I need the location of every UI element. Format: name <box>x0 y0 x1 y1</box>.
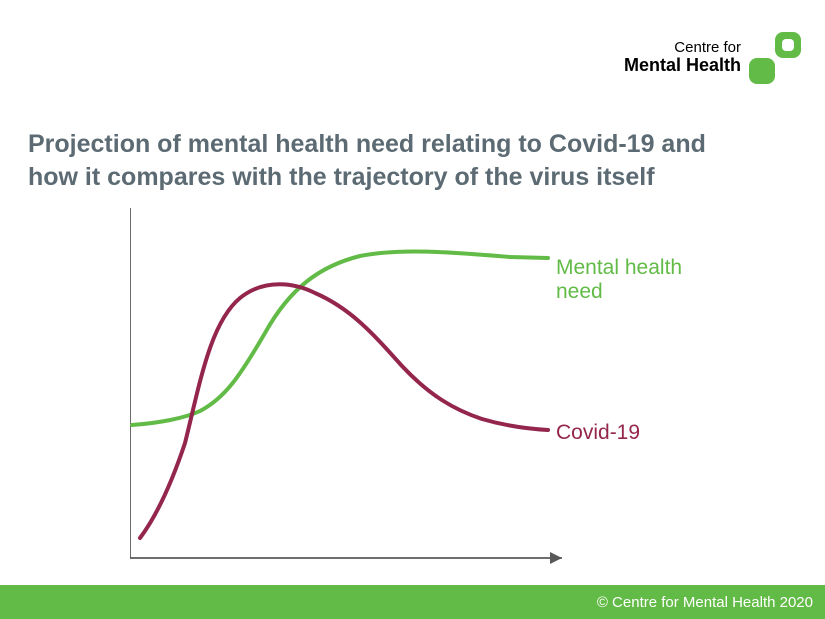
copyright: © Centre for Mental Health 2020 <box>597 594 813 611</box>
logo-mark-icon <box>749 32 801 84</box>
chart-title: Projection of mental health need relatin… <box>28 128 728 193</box>
logo-line1: Centre for <box>624 40 741 57</box>
label-mental-health-need: Mental health need <box>556 256 690 304</box>
footer-bar: © Centre for Mental Health 2020 <box>0 585 825 619</box>
chart-area: Mental health need Covid-19 <box>130 208 690 568</box>
page: Centre for Mental Health Projection of m… <box>0 0 825 619</box>
x-axis-arrow-icon <box>550 552 562 564</box>
label-covid-19: Covid-19 <box>556 421 640 445</box>
logo-text: Centre for Mental Health <box>624 40 741 76</box>
logo-line2: Mental Health <box>624 56 741 76</box>
logo: Centre for Mental Health <box>624 32 801 84</box>
